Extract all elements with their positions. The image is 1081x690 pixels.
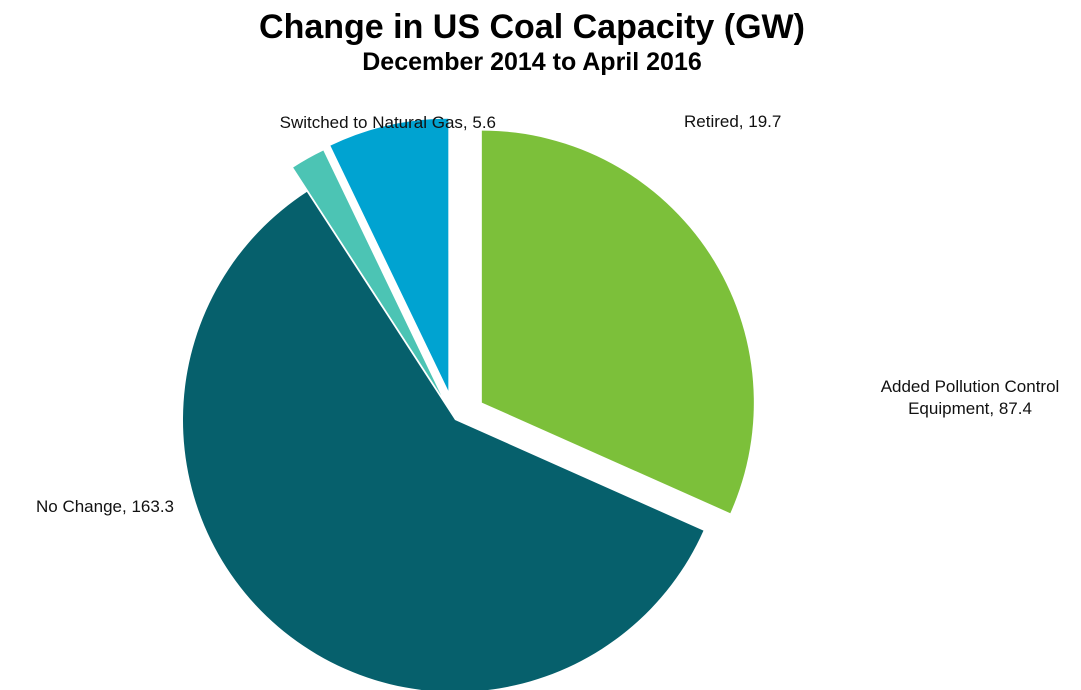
pie-labels: Added Pollution Control Equipment, 87.4 No… [36,112,1059,516]
slice-label-line: Retired, 19.7 [684,112,781,131]
slice-label-line: Switched to Natural Gas, 5.6 [280,113,496,132]
slice-label-line: Equipment, 87.4 [908,399,1032,418]
slice-label-no-change: No Change, 163.3 [36,497,174,516]
slice-label-line: No Change, 163.3 [36,497,174,516]
slice-label-added-pollution-control-equipment: Added Pollution Control Equipment, 87.4 [881,377,1060,418]
pie-slice-no-change [183,191,704,690]
pie-slices [183,118,754,690]
pie-slice-retired [330,118,449,391]
slice-label-retired: Retired, 19.7 [684,112,781,131]
pie-slice-added-pollution-control-equipment [481,130,754,514]
chart-subtitle: December 2014 to April 2016 [362,48,702,76]
chart-title: Change in US Coal Capacity (GW) [259,8,805,46]
slice-label-switched-to-natural-gas: Switched to Natural Gas, 5.6 [280,113,496,132]
slice-label-line: Added Pollution Control [881,377,1060,396]
pie-slice-switched-to-natural-gas [293,150,442,396]
